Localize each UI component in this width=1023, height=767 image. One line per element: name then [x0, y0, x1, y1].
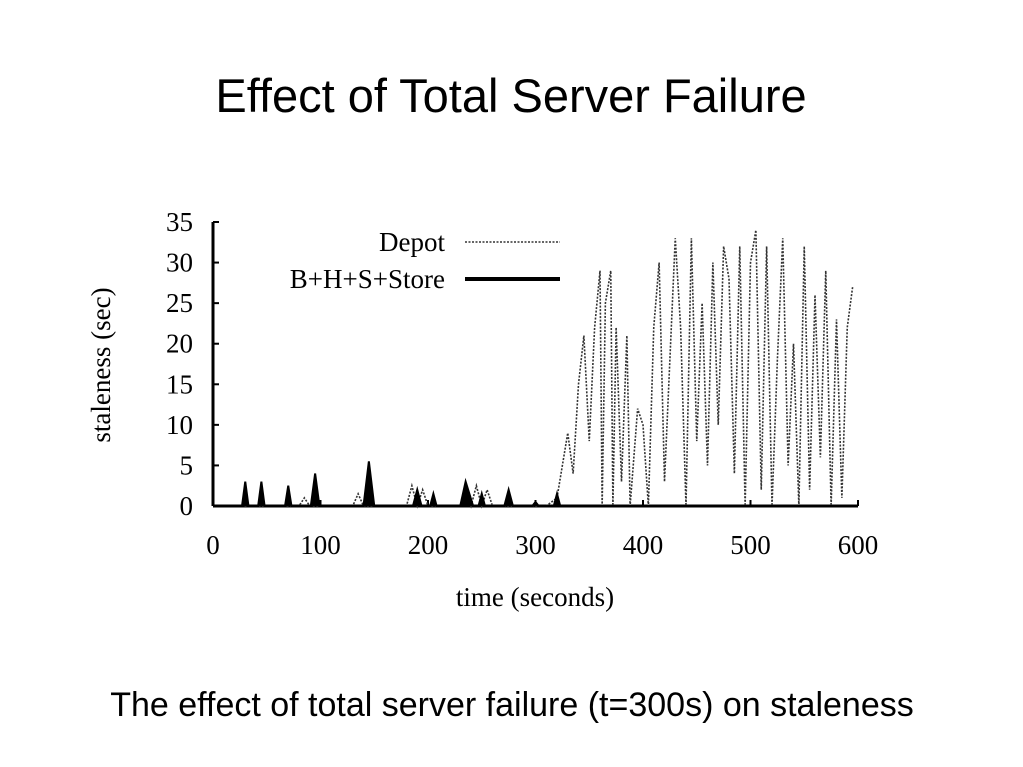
x-tick-label: 0: [206, 530, 220, 560]
y-tick-label: 25: [166, 288, 193, 318]
y-tick-label: 5: [180, 450, 194, 480]
x-tick-label: 600: [838, 530, 879, 560]
caption: The effect of total server failure (t=30…: [110, 686, 914, 724]
x-tick-label: 400: [623, 530, 664, 560]
legend-label: B+H+S+Store: [290, 264, 445, 294]
y-tick-label: 20: [166, 329, 193, 359]
y-tick-label: 10: [166, 410, 193, 440]
x-tick-label: 200: [408, 530, 449, 560]
y-axis-label: staleness (sec): [86, 287, 116, 442]
legend-label: Depot: [379, 227, 445, 257]
x-tick-label: 300: [515, 530, 556, 560]
line-series: [213, 461, 858, 507]
y-tick-label: 15: [166, 369, 193, 399]
y-tick-label: 0: [180, 491, 194, 521]
y-tick-label: 30: [166, 248, 193, 278]
y-tick-label: 35: [166, 207, 193, 237]
x-tick-label: 100: [300, 530, 341, 560]
slide-title: Effect of Total Server Failure: [215, 69, 806, 122]
x-tick-label: 500: [730, 530, 771, 560]
x-axis-label: time (seconds): [456, 582, 614, 612]
